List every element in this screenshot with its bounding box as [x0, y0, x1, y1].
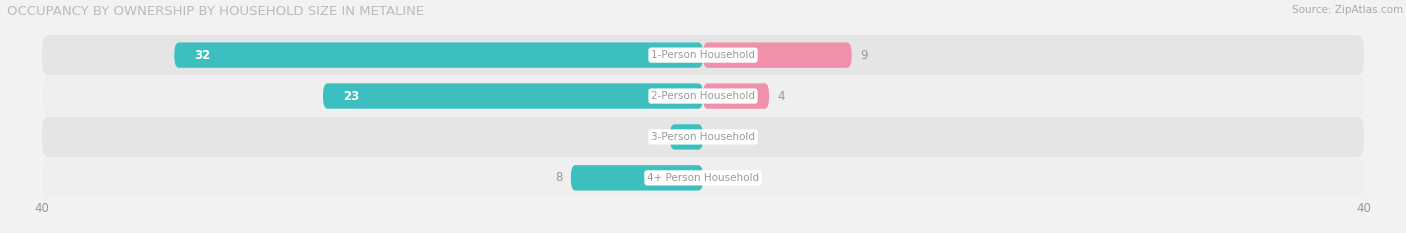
Text: Source: ZipAtlas.com: Source: ZipAtlas.com [1292, 5, 1403, 15]
Text: 3-Person Household: 3-Person Household [651, 132, 755, 142]
FancyBboxPatch shape [703, 42, 852, 68]
FancyBboxPatch shape [42, 76, 1364, 116]
Text: 4+ Person Household: 4+ Person Household [647, 173, 759, 183]
FancyBboxPatch shape [571, 165, 703, 191]
FancyBboxPatch shape [42, 35, 1364, 75]
FancyBboxPatch shape [42, 158, 1364, 198]
Text: 8: 8 [555, 171, 562, 184]
FancyBboxPatch shape [42, 117, 1364, 157]
Text: 4: 4 [778, 89, 785, 103]
FancyBboxPatch shape [323, 83, 703, 109]
FancyBboxPatch shape [669, 124, 703, 150]
Text: 2-Person Household: 2-Person Household [651, 91, 755, 101]
Text: 0: 0 [713, 130, 720, 144]
Text: 1-Person Household: 1-Person Household [651, 50, 755, 60]
Text: 2: 2 [654, 130, 662, 144]
FancyBboxPatch shape [703, 83, 769, 109]
Text: 40: 40 [35, 202, 49, 215]
Text: OCCUPANCY BY OWNERSHIP BY HOUSEHOLD SIZE IN METALINE: OCCUPANCY BY OWNERSHIP BY HOUSEHOLD SIZE… [7, 5, 425, 18]
Text: 9: 9 [860, 49, 868, 62]
Text: 32: 32 [194, 49, 211, 62]
Text: 0: 0 [713, 171, 720, 184]
Text: 23: 23 [343, 89, 359, 103]
Text: 40: 40 [1357, 202, 1371, 215]
FancyBboxPatch shape [174, 42, 703, 68]
